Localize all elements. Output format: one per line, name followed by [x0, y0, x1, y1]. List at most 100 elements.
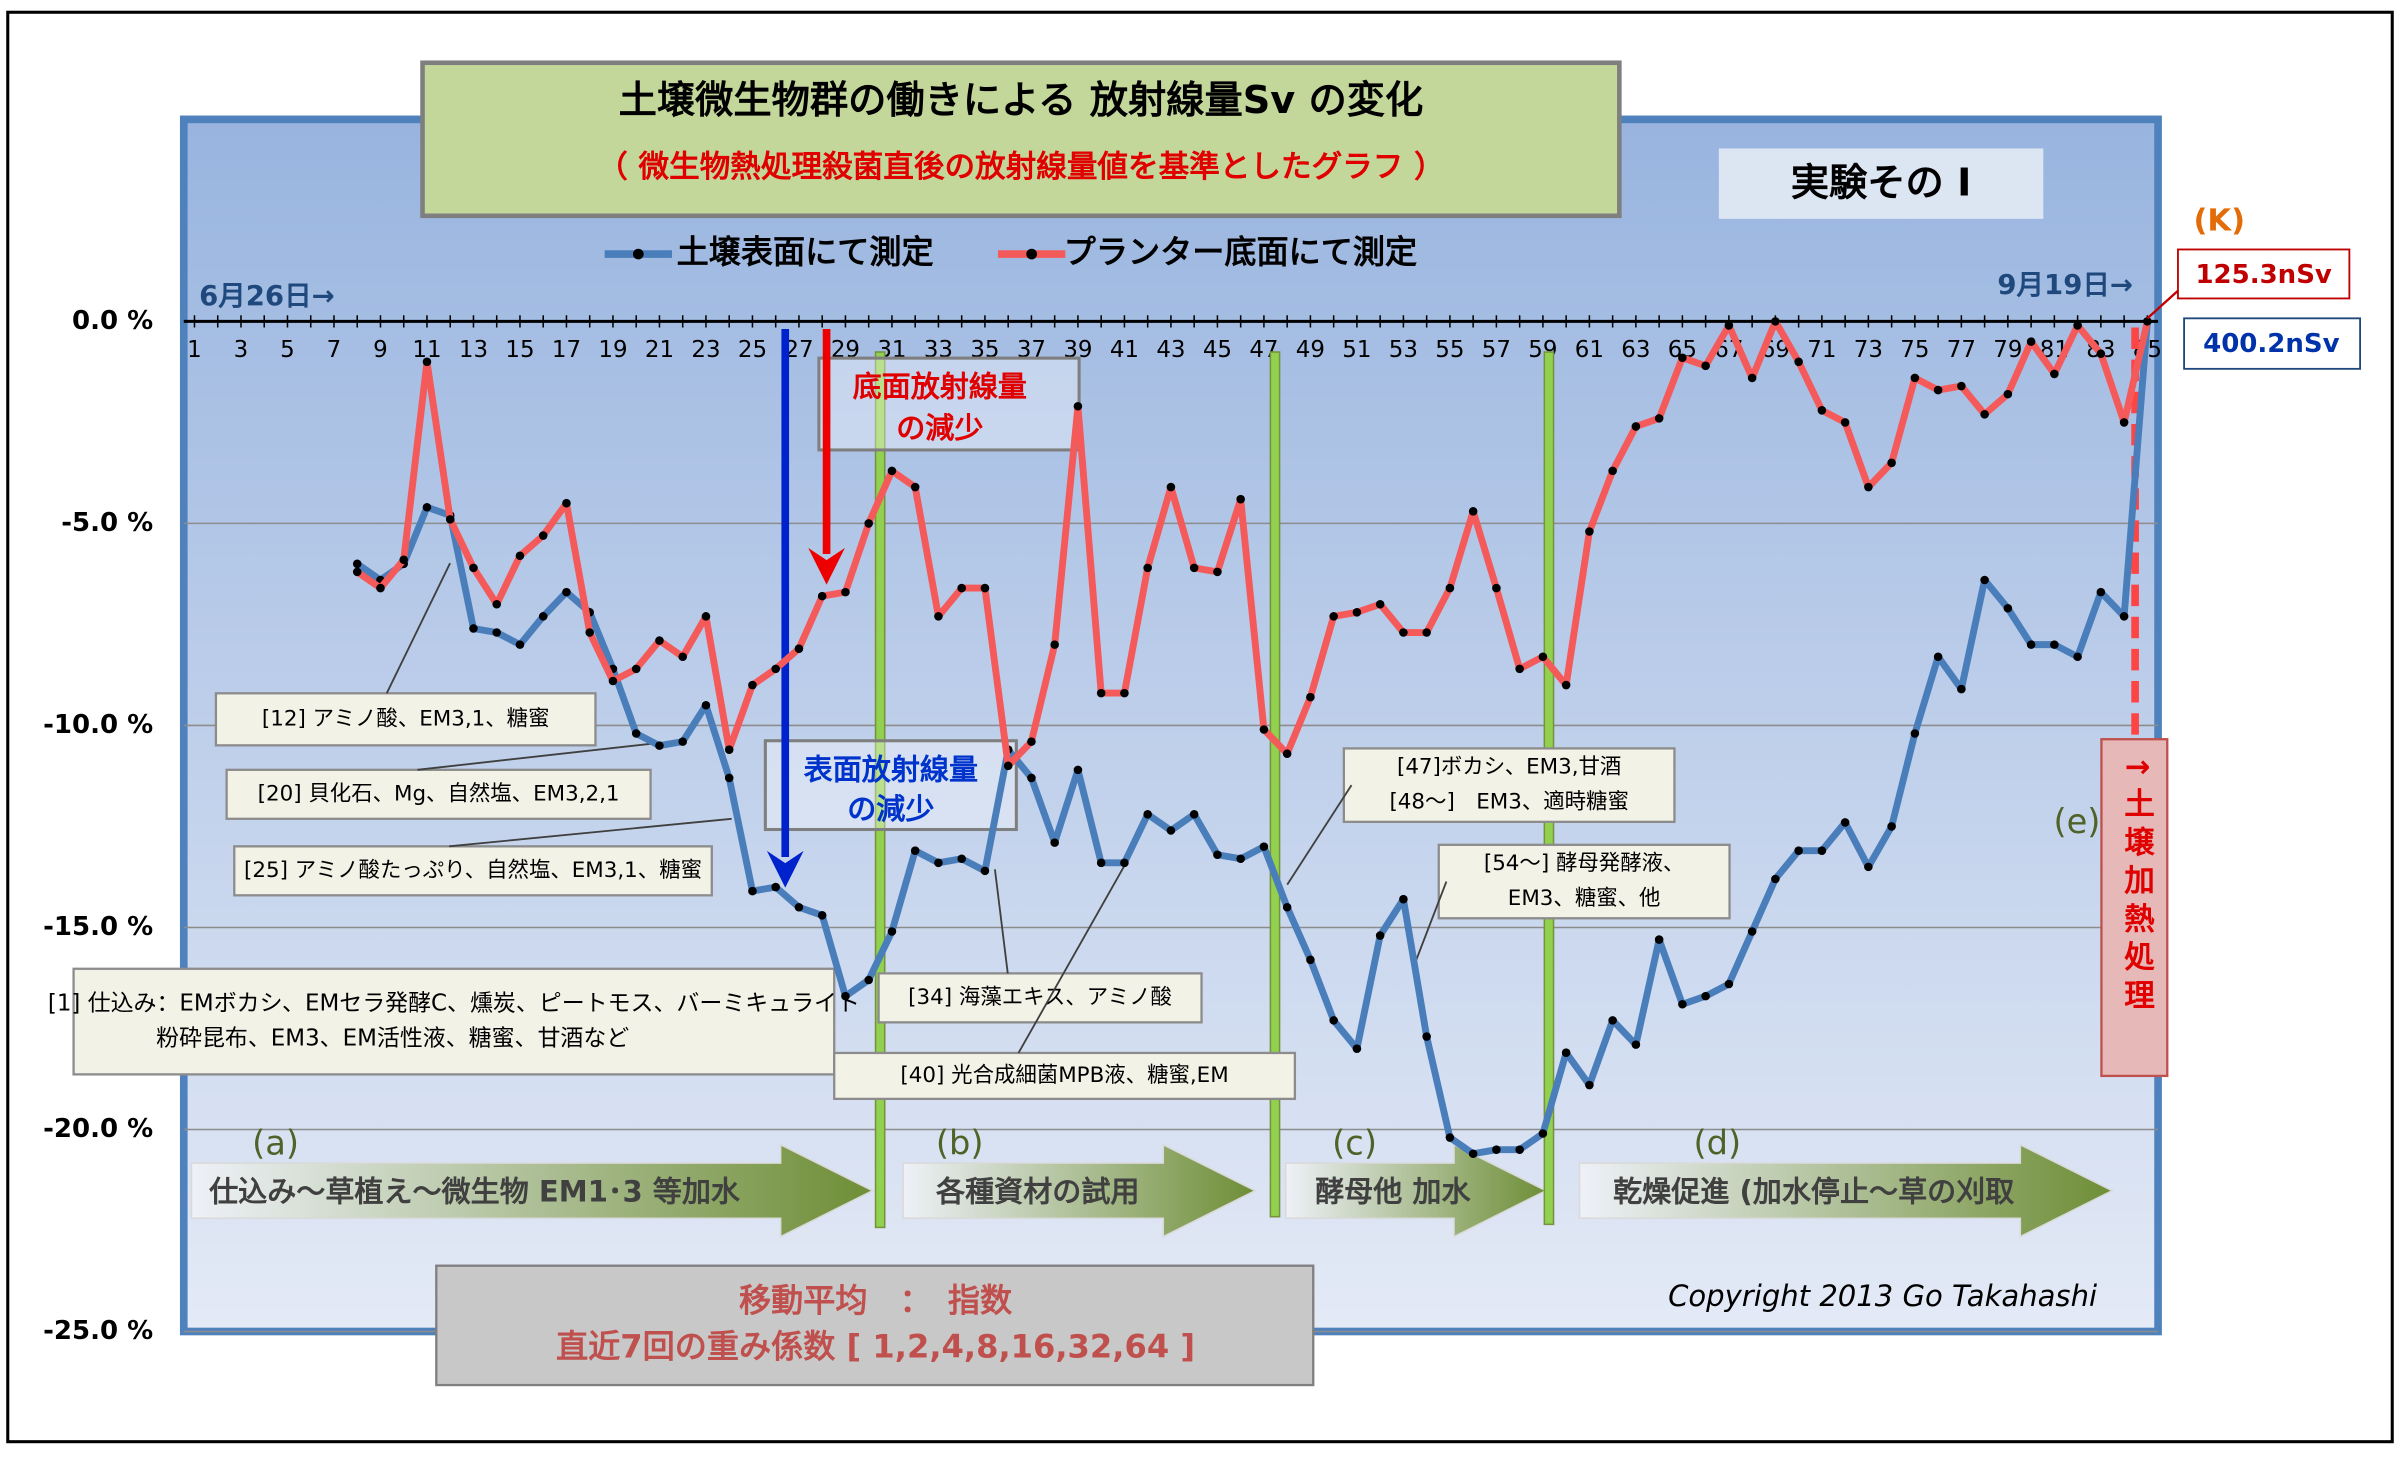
data-point: [1189, 810, 1199, 819]
data-point: [1724, 321, 1734, 330]
data-point: [1654, 414, 1664, 423]
data-point: [771, 664, 780, 674]
heat-box: [2100, 738, 2169, 1078]
data-point: [1492, 583, 1501, 593]
data-point: [1096, 858, 1106, 868]
data-point: [2050, 369, 2059, 379]
data-point: [1585, 527, 1594, 536]
data-point: [980, 866, 990, 876]
data-point: [1933, 385, 1943, 395]
x-tick-label: 15: [505, 337, 534, 363]
annotation-box: [225, 768, 652, 820]
legend-dot: [632, 248, 644, 260]
data-point: [1166, 482, 1176, 492]
annotation-box: [214, 692, 597, 747]
data-point: [1003, 761, 1013, 771]
x-tick-label: 17: [552, 337, 581, 363]
data-point: [1027, 737, 1036, 746]
data-point: [1631, 1040, 1641, 1049]
data-point: [1352, 608, 1362, 617]
annotation-text: 粉砕昆布、EM3、EM活性液、糖蜜、甘酒など: [156, 1026, 629, 1052]
leader-line: [1017, 864, 1126, 1054]
data-point: [2143, 317, 2152, 326]
heat-text: ↑土壌加熱処理: [2119, 755, 2155, 1018]
data-point: [1747, 373, 1757, 383]
data-point: [1538, 652, 1548, 662]
x-tick-label: 41: [1110, 337, 1139, 363]
x-tick-label: 25: [738, 337, 767, 363]
data-point: [1329, 612, 1338, 621]
leader-line: [994, 869, 1009, 974]
annotation-text: [12] アミノ酸、EM3,1、糖蜜: [262, 706, 550, 731]
data-point: [2096, 587, 2106, 597]
data-point: [422, 502, 432, 512]
data-point: [864, 975, 873, 985]
data-point: [1794, 357, 1803, 367]
data-point: [1236, 494, 1245, 504]
phase-arrow: [902, 1143, 1257, 1238]
data-point: [748, 680, 757, 690]
x-tick-label: 71: [1807, 337, 1836, 363]
x-tick-label: 19: [598, 337, 627, 363]
annotation-box: [833, 1051, 1297, 1101]
data-point: [1306, 692, 1315, 702]
data-point: [678, 737, 687, 746]
copyright: Copyright 2013 Go Takahashi: [1668, 1279, 2097, 1313]
data-point: [515, 640, 525, 649]
annotation-text: [40] 光合成細菌MPB液、糖蜜,EM: [900, 1063, 1228, 1088]
y-tick-label: -15.0 %: [43, 912, 153, 942]
x-tick-label: 51: [1342, 337, 1371, 363]
data-point: [1236, 854, 1245, 864]
legend-label: 土壌表面にて測定: [677, 233, 934, 271]
data-point: [1375, 931, 1385, 940]
x-tick-label: 3: [234, 337, 249, 363]
end-leader: [2146, 289, 2179, 320]
data-point: [1096, 688, 1106, 698]
data-point: [631, 664, 641, 674]
method-text: 直近7回の重み係数 [ 1,2,4,8,16,32,64 ]: [556, 1327, 1195, 1365]
annotation-text: [34] 海藻エキス、アミノ酸: [908, 985, 1172, 1010]
data-point: [1585, 1080, 1594, 1090]
y-tick-label: 0.0 %: [72, 306, 153, 336]
data-point: [538, 612, 548, 621]
data-point: [1957, 381, 1966, 391]
phase-text: 仕込み～草植え～微生物 EM1･3 等加水: [208, 1175, 741, 1209]
data-point: [1422, 628, 1431, 637]
data-point: [1189, 563, 1199, 573]
data-point: [2119, 418, 2129, 427]
phase-label: (a): [252, 1123, 299, 1162]
data-point: [515, 551, 525, 561]
data-point: [1910, 373, 1920, 383]
data-point: [1724, 979, 1734, 989]
leader-line: [449, 817, 732, 848]
experiment-box: [1718, 148, 2044, 219]
data-point: [2026, 640, 2036, 649]
x-tick-label: 57: [1482, 337, 1511, 363]
end-label: 125.3nSv: [2195, 260, 2331, 290]
annotation-box: [72, 967, 836, 1076]
data-point: [1515, 664, 1524, 674]
data-point: [817, 591, 827, 601]
data-point: [585, 628, 594, 637]
data-point: [352, 559, 362, 569]
phase-boundary: [874, 351, 886, 1229]
data-point: [678, 652, 687, 662]
data-point: [1515, 1145, 1524, 1154]
data-point: [655, 741, 664, 750]
phase-label: (e): [2053, 802, 2100, 841]
data-point: [957, 854, 966, 864]
data-point: [2003, 603, 2013, 613]
data-point: [1864, 862, 1873, 872]
data-point: [1701, 361, 1710, 371]
x-tick-label: 23: [691, 337, 720, 363]
data-point: [1445, 1133, 1455, 1142]
data-point: [1399, 628, 1408, 637]
data-point: [1468, 507, 1478, 516]
x-tick-label: 7: [327, 337, 342, 363]
x-tick-label: 55: [1435, 337, 1464, 363]
title-box: [420, 60, 1622, 219]
data-point: [1980, 575, 1989, 585]
data-point: [2050, 640, 2059, 649]
x-tick-label: 77: [1947, 337, 1976, 363]
data-point: [817, 911, 827, 920]
